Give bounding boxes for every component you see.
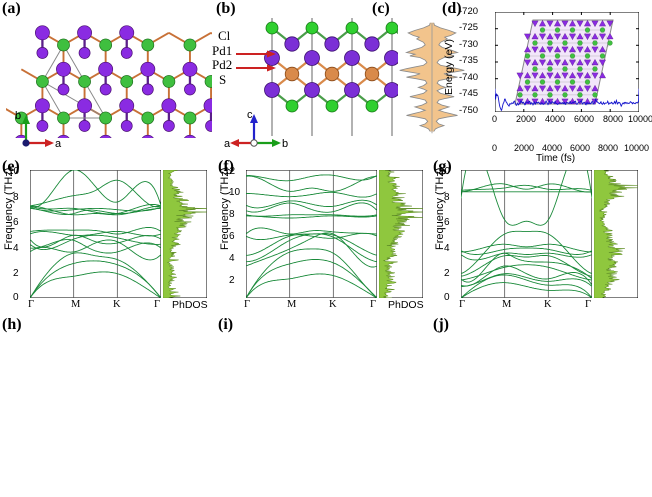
svg-text:c: c xyxy=(247,109,253,121)
svg-text:a: a xyxy=(55,138,62,148)
svg-text:a: a xyxy=(224,138,231,148)
svg-text:b: b xyxy=(282,138,288,148)
svg-text:b: b xyxy=(15,110,21,122)
